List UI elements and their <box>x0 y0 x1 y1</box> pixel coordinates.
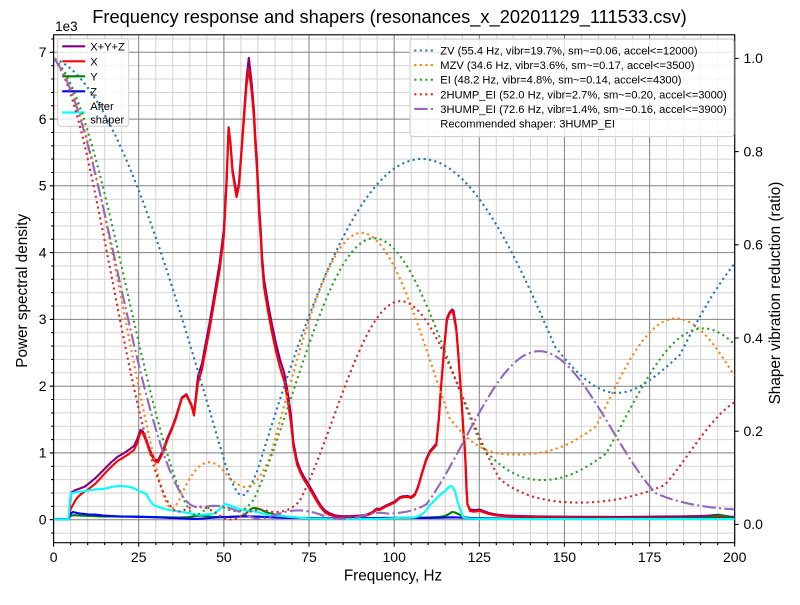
svg-text:150: 150 <box>553 549 577 565</box>
svg-text:Shaper vibration reduction (ra: Shaper vibration reduction (ratio) <box>767 182 784 405</box>
svg-text:100: 100 <box>383 549 407 565</box>
svg-text:7: 7 <box>39 44 47 60</box>
svg-text:0.4: 0.4 <box>744 330 764 346</box>
svg-text:125: 125 <box>468 549 492 565</box>
svg-text:MZV (34.6 Hz, vibr=3.6%, sm~=0: MZV (34.6 Hz, vibr=3.6%, sm~=0.17, accel… <box>440 60 694 72</box>
svg-text:25: 25 <box>131 549 147 565</box>
svg-text:175: 175 <box>638 549 662 565</box>
svg-text:5: 5 <box>39 178 47 194</box>
svg-text:After: After <box>90 101 114 113</box>
svg-text:0.0: 0.0 <box>744 516 764 532</box>
svg-text:Y: Y <box>90 71 98 83</box>
svg-text:200: 200 <box>723 549 747 565</box>
svg-text:Frequency response and shapers: Frequency response and shapers (resonanc… <box>92 6 687 28</box>
svg-text:2: 2 <box>39 378 47 394</box>
svg-text:Z: Z <box>90 86 97 98</box>
svg-text:1e3: 1e3 <box>55 19 78 34</box>
svg-text:50: 50 <box>216 549 232 565</box>
svg-text:X: X <box>90 56 98 68</box>
svg-text:EI (48.2 Hz, vibr=4.8%, sm~=0.: EI (48.2 Hz, vibr=4.8%, sm~=0.14, accel<… <box>440 75 681 87</box>
svg-text:0: 0 <box>50 549 58 565</box>
svg-text:0.2: 0.2 <box>744 423 764 439</box>
svg-text:3HUMP_EI (72.6 Hz, vibr=1.4%,: 3HUMP_EI (72.6 Hz, vibr=1.4%, sm~=0.16, … <box>440 104 727 116</box>
svg-text:6: 6 <box>39 111 47 127</box>
svg-text:75: 75 <box>301 549 317 565</box>
svg-text:0: 0 <box>39 512 47 528</box>
svg-text:Power spectral density: Power spectral density <box>14 214 31 368</box>
svg-text:0.8: 0.8 <box>744 143 764 159</box>
svg-text:Frequency, Hz: Frequency, Hz <box>344 568 442 585</box>
svg-text:Recommended shaper: 3HUMP_EI: Recommended shaper: 3HUMP_EI <box>440 119 615 131</box>
svg-text:0.6: 0.6 <box>744 237 764 253</box>
svg-text:4: 4 <box>39 244 47 260</box>
svg-text:X+Y+Z: X+Y+Z <box>90 41 125 53</box>
svg-text:3: 3 <box>39 311 47 327</box>
svg-text:1: 1 <box>39 445 47 461</box>
svg-text:1.0: 1.0 <box>744 50 764 66</box>
svg-text:ZV (55.4 Hz, vibr=19.7%, sm~=0: ZV (55.4 Hz, vibr=19.7%, sm~=0.06, accel… <box>440 46 698 58</box>
svg-text:2HUMP_EI (52.0 Hz, vibr=2.7%,: 2HUMP_EI (52.0 Hz, vibr=2.7%, sm~=0.20, … <box>440 89 727 101</box>
